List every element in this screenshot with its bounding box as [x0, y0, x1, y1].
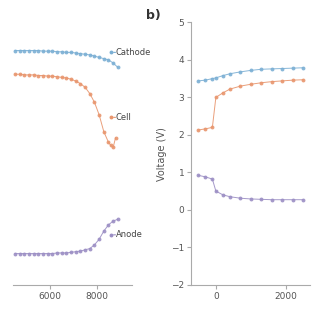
- Text: Cathode: Cathode: [116, 48, 151, 57]
- Text: Cell: Cell: [116, 113, 132, 122]
- Text: b): b): [146, 9, 161, 22]
- Text: Anode: Anode: [116, 230, 143, 239]
- Y-axis label: Voltage (V): Voltage (V): [157, 127, 167, 180]
